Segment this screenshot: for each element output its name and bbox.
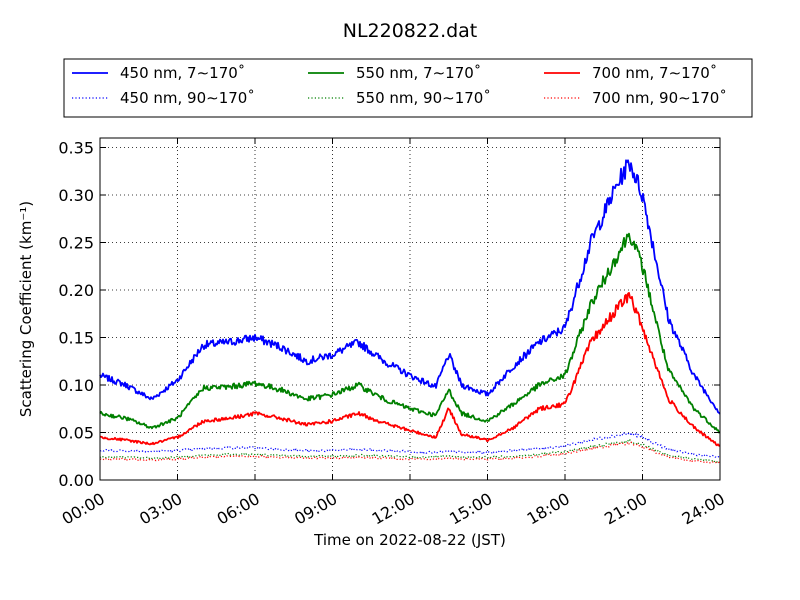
- legend-entry-label: 550 nm, 90∼170˚: [356, 89, 491, 107]
- legend-entry-label: 550 nm, 7∼170˚: [356, 64, 481, 82]
- series-line-0: [99, 159, 721, 415]
- legend-entry-label: 700 nm, 90∼170˚: [592, 89, 727, 107]
- y-tick-label: 0.15: [58, 329, 94, 348]
- y-tick-label: 0.10: [58, 376, 94, 395]
- legend-entry-label: 450 nm, 90∼170˚: [120, 89, 255, 107]
- legend: 450 nm, 7∼170˚ 450 nm, 90∼170˚ 550 nm, 7∼1…: [63, 58, 753, 118]
- y-tick-label: 0.20: [58, 281, 94, 300]
- y-tick-label: 0.25: [58, 234, 94, 253]
- y-axis-title: Scattering Coefficient (km⁻¹): [17, 201, 35, 417]
- series-lines: [99, 159, 721, 464]
- y-tick-label: 0.05: [58, 424, 94, 443]
- series-line-2: [99, 232, 721, 434]
- y-tick-label: 0.00: [58, 471, 94, 490]
- grid-lines: [100, 138, 720, 480]
- chart-title: NL220822.dat: [343, 20, 478, 42]
- x-axis-title: Time on 2022-08-22 (JST): [313, 531, 506, 549]
- legend-entry-label: 700 nm, 7∼170˚: [592, 64, 717, 82]
- series-line-1: [100, 432, 721, 459]
- y-tick-label: 0.30: [58, 186, 94, 205]
- legend-entry-label: 450 nm, 7∼170˚: [120, 64, 245, 82]
- series-line-3: [99, 439, 721, 463]
- legend-box: [63, 58, 753, 118]
- series-line-4: [99, 292, 721, 447]
- y-tick-label: 0.35: [58, 139, 94, 158]
